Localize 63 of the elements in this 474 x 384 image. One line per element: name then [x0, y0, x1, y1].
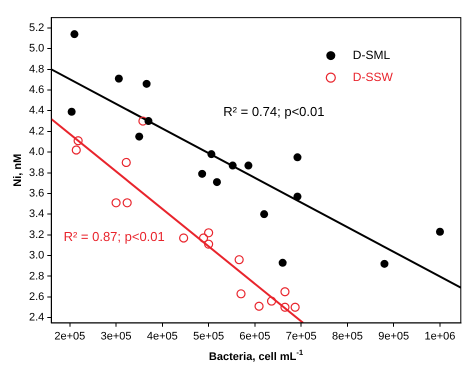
legend-label: D-SSW — [352, 70, 394, 84]
point — [266, 296, 276, 306]
point — [70, 30, 78, 38]
point — [234, 255, 244, 264]
y-tick-label: 2.6 — [28, 290, 44, 303]
point — [122, 158, 131, 168]
point — [244, 162, 252, 170]
point — [228, 162, 237, 170]
point — [72, 145, 81, 155]
x-tick-label: 7e+05 — [286, 330, 317, 342]
x-tick-label: 1e+06 — [424, 330, 456, 342]
x-tick-label: 4e+05 — [146, 330, 178, 342]
x-tick-label: 3e+05 — [100, 330, 132, 342]
point — [135, 132, 144, 141]
y-tick-label: 2.8 — [28, 270, 44, 282]
point — [204, 240, 214, 249]
point — [198, 233, 208, 243]
point — [179, 233, 188, 243]
point — [122, 198, 132, 208]
y-tick-label: 4.8 — [28, 63, 44, 76]
point — [280, 287, 290, 296]
point — [114, 74, 123, 83]
annotation: R² = 0.87; p<0.01 — [64, 228, 165, 244]
point — [293, 192, 302, 201]
y-tick-label: 3.4 — [28, 208, 44, 220]
y-axis-title: Ni, nM — [12, 154, 24, 187]
y-tick-label: 5.2 — [28, 22, 44, 34]
point — [111, 198, 121, 208]
point — [68, 108, 76, 116]
point — [260, 210, 268, 218]
x-tick-label: 5e+05 — [193, 330, 224, 342]
y-tick-label: 4.2 — [28, 125, 44, 138]
point — [290, 302, 300, 312]
point — [236, 289, 246, 298]
legend-label: D-SML — [352, 48, 390, 62]
point — [198, 170, 206, 178]
point — [142, 80, 151, 88]
point — [74, 136, 83, 146]
point — [204, 228, 214, 238]
point — [138, 116, 148, 126]
annotation: R² = 0.74; p<0.01 — [223, 104, 324, 119]
point — [280, 302, 290, 312]
y-tick-label: 2.4 — [28, 312, 44, 324]
y-tick-label: 3.0 — [28, 250, 44, 262]
point — [144, 117, 152, 126]
x-tick-label: 8e+05 — [332, 330, 363, 342]
y-tick-label: 3.2 — [28, 228, 44, 241]
y-tick-label: 4.6 — [28, 84, 44, 96]
x-tick-label: 2e+05 — [54, 330, 86, 342]
y-tick-label: 4.0 — [28, 146, 44, 158]
point — [212, 178, 221, 186]
y-tick-label: 5.0 — [28, 42, 44, 55]
point — [380, 260, 388, 268]
x-tick-label: 9e+05 — [378, 330, 410, 342]
y-tick-label: 3.8 — [28, 166, 44, 179]
point — [254, 302, 264, 311]
point — [207, 150, 216, 158]
x-tick-label: 6e+05 — [239, 330, 270, 342]
point — [436, 228, 444, 236]
point — [293, 153, 302, 162]
point — [278, 258, 287, 267]
y-tick-label: 3.6 — [28, 188, 44, 200]
y-tick-label: 4.4 — [28, 104, 44, 117]
